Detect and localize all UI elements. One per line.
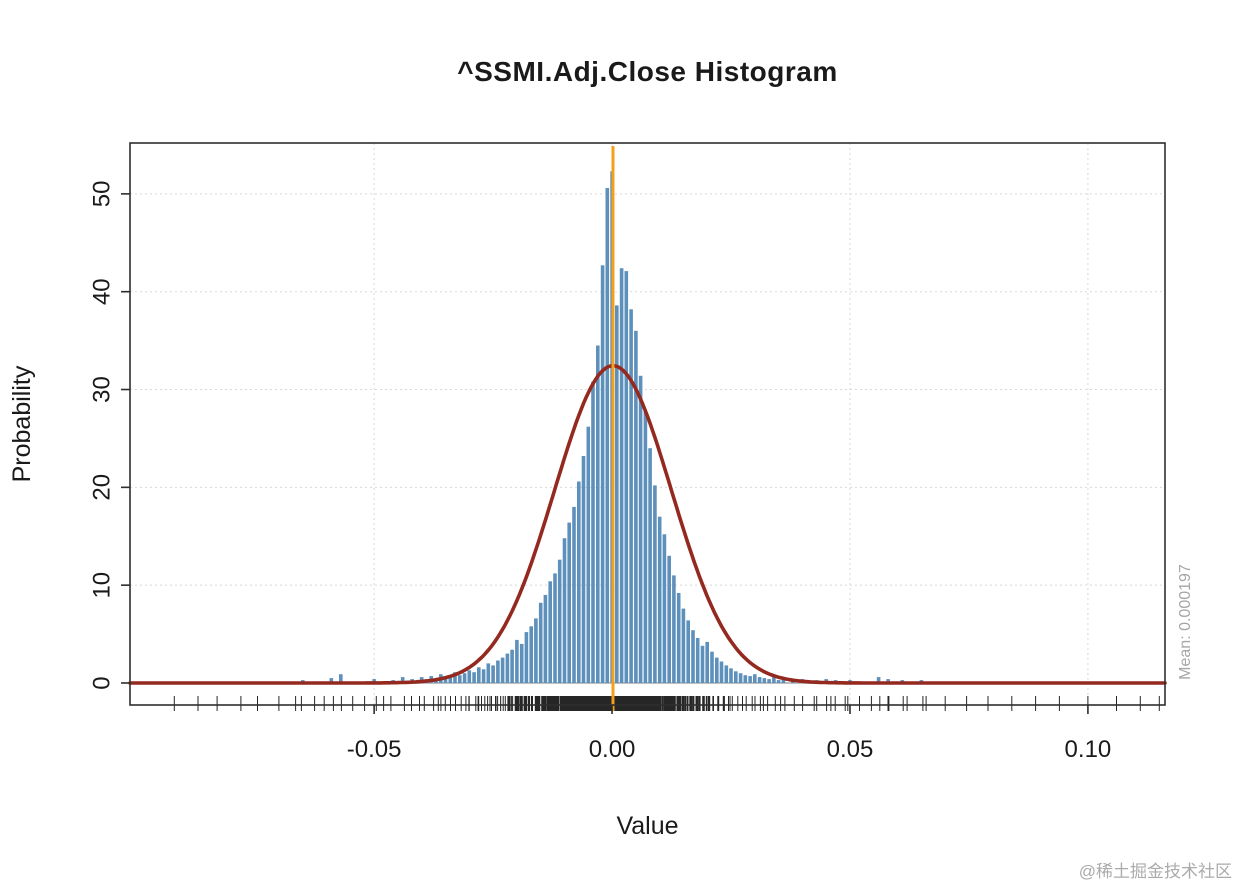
density-curve <box>128 363 1167 685</box>
mean-annotation: Mean: 0.000197 <box>1177 564 1194 680</box>
axis-ticks <box>121 193 1089 714</box>
y-tick-label: 10 <box>88 572 115 599</box>
y-axis-title: Probability <box>8 365 36 483</box>
x-tick-label: 0.05 <box>827 736 874 763</box>
grid-lines <box>130 143 1165 705</box>
x-axis-title: Value <box>616 812 679 840</box>
x-tick-label: 0.10 <box>1065 736 1112 763</box>
y-tick-label: 30 <box>89 376 116 403</box>
tick-labels: -0.05 0.00 0.05 0.10 0 10 20 30 40 50 <box>88 181 1111 763</box>
watermark-text: @稀土掘金技术社区 <box>1078 862 1232 881</box>
y-tick-label: 20 <box>89 474 116 501</box>
rug-marks <box>173 696 1160 711</box>
y-tick-label: 40 <box>88 278 115 305</box>
chart-title: ^SSMI.Adj.Close Histogram <box>457 56 838 87</box>
x-tick-label: 0.00 <box>589 736 636 763</box>
y-tick-label: 0 <box>88 676 115 689</box>
y-tick-label: 50 <box>88 181 115 208</box>
x-tick-label: -0.05 <box>347 736 402 763</box>
plot-box <box>129 142 1166 706</box>
